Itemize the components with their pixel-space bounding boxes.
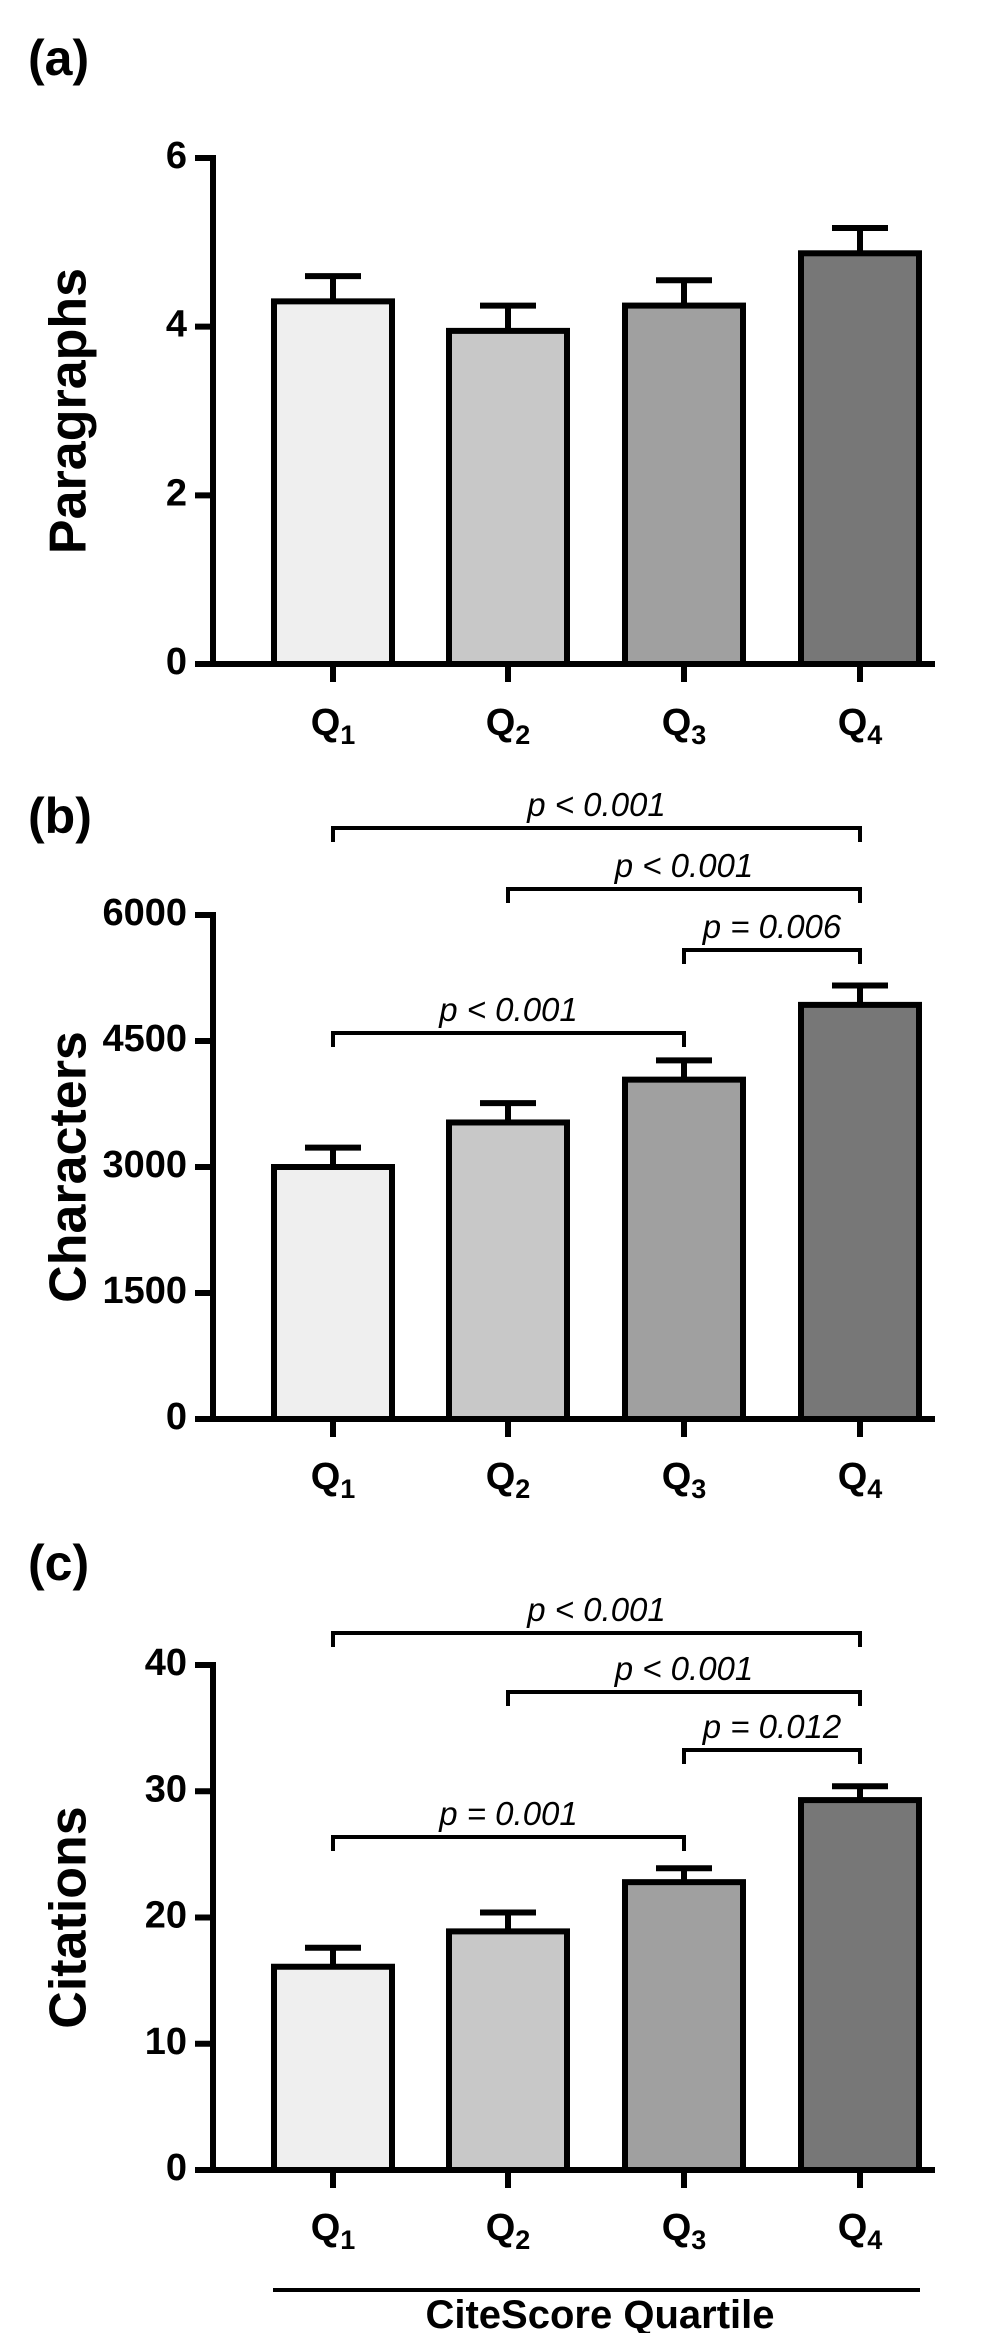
y-tick-label: 0: [166, 1396, 187, 1438]
bar-q4: [798, 1797, 922, 2174]
significance-bracket: [331, 1631, 862, 1647]
panel-label: (b): [28, 788, 92, 844]
significance-bracket: [682, 1748, 862, 1764]
bar-q1: [271, 298, 395, 667]
x-tick-label-q3: Q3: [662, 2207, 707, 2255]
x-tick-label-q3: Q3: [662, 702, 707, 750]
x-tick-label-q4: Q4: [838, 2207, 883, 2255]
y-tick-label: 10: [145, 2021, 187, 2063]
bar-q1: [271, 1963, 395, 2174]
chart-panel-2: (b) Characters 0 1500 3000 4500 6000 Q1 Q2 Q3 Q4 p …: [28, 786, 935, 1504]
x-tick-label-q2: Q2: [486, 702, 531, 750]
bar-q2: [446, 327, 570, 667]
y-axis-label: Citations: [40, 1806, 98, 2028]
panel-label: (c): [28, 1535, 89, 1591]
bar-q3: [622, 302, 746, 667]
x-tick-label-q1: Q1: [311, 702, 356, 750]
bar-q2: [446, 1119, 570, 1422]
y-tick-label: 6: [166, 135, 187, 177]
significance-bracket: [506, 887, 862, 903]
x-tick-label-q1: Q1: [311, 2207, 356, 2255]
significance-label: p < 0.001: [438, 991, 578, 1028]
y-tick-label: 2: [166, 472, 187, 514]
y-axis-label: Paragraphs: [40, 268, 98, 554]
y-tick-label: 1500: [102, 1270, 187, 1312]
y-tick-label: 4500: [102, 1018, 187, 1060]
y-tick-label: 6000: [102, 892, 187, 934]
x-tick-label-q1: Q1: [311, 1456, 356, 1504]
x-tick-label-q3: Q3: [662, 1456, 707, 1504]
significance-bracket: [331, 1835, 686, 1851]
y-tick-label: 4: [166, 304, 187, 346]
bar-q3: [622, 1879, 746, 2174]
bar-q4: [798, 250, 922, 667]
significance-bracket: [331, 826, 862, 842]
significance-label: p < 0.001: [526, 1591, 666, 1628]
significance-label: p < 0.001: [526, 786, 666, 823]
significance-bracket: [682, 948, 862, 964]
y-tick-label: 0: [166, 641, 187, 683]
significance-label: p < 0.001: [614, 1650, 754, 1687]
y-tick-label: 3000: [102, 1144, 187, 1186]
bar-q4: [798, 1001, 922, 1422]
chart-panel-1: (a) Paragraphs 0 2 4 6 Q1 Q2 Q3 Q4: [28, 30, 935, 750]
bar-q3: [622, 1076, 746, 1422]
significance-label: p = 0.012: [702, 1708, 842, 1745]
x-tick-label-q4: Q4: [838, 702, 883, 750]
bar-q1: [271, 1164, 395, 1422]
panel-label: (a): [28, 30, 89, 86]
x-tick-label-q2: Q2: [486, 2207, 531, 2255]
y-tick-label: 40: [145, 1642, 187, 1684]
x-tick-label-q2: Q2: [486, 1456, 531, 1504]
chart-panel-3: (c) Citations 0 10 20 30 40 Q1 Q2 Q3 Q4 p < 0.001 p …: [28, 1535, 935, 2333]
significance-label: p < 0.001: [614, 847, 754, 884]
bar-q2: [446, 1928, 570, 2173]
y-axis-label: Characters: [40, 1031, 98, 1303]
y-tick-label: 20: [145, 1895, 187, 1937]
x-axis-title: CiteScore Quartile: [425, 2293, 774, 2333]
y-tick-label: 0: [166, 2147, 187, 2189]
significance-bracket: [331, 1031, 686, 1047]
significance-label: p = 0.001: [438, 1795, 578, 1832]
y-tick-label: 30: [145, 1768, 187, 1810]
significance-label: p = 0.006: [702, 908, 842, 945]
x-tick-label-q4: Q4: [838, 1456, 883, 1504]
significance-bracket: [506, 1690, 862, 1706]
